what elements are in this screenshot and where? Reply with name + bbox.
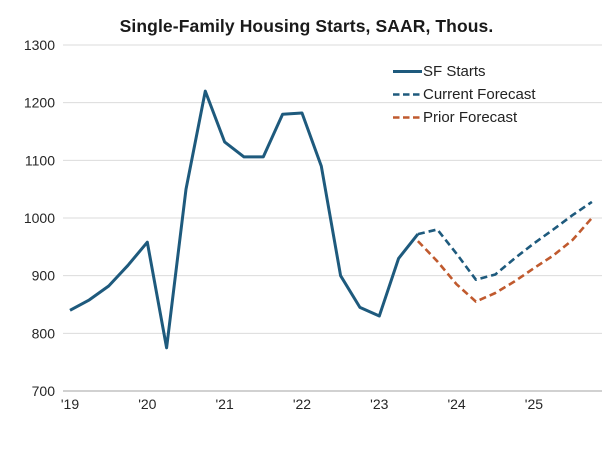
- legend-label-prior-forecast: Prior Forecast: [423, 109, 518, 126]
- y-tick-label: 800: [32, 325, 56, 341]
- legend-item-prior-forecast: Prior Forecast: [392, 106, 536, 129]
- series-line-sf-starts: [69, 89, 420, 350]
- y-tick-label: 700: [32, 383, 56, 399]
- sf-starts-line-sample-icon: [393, 70, 422, 73]
- current-forecast-line-sample-icon: [393, 93, 422, 96]
- y-tick-label: 1300: [24, 37, 55, 53]
- y-tick-label: 1200: [24, 95, 55, 111]
- y-tick-label: 900: [32, 268, 56, 284]
- x-tick-label: '22: [293, 396, 311, 412]
- prior-forecast-line-sample-icon: [393, 116, 422, 119]
- series-line-prior-forecast: [416, 217, 593, 303]
- legend-label-current-forecast: Current Forecast: [423, 86, 536, 103]
- legend-item-current-forecast: Current Forecast: [392, 83, 536, 106]
- x-tick-label: '23: [370, 396, 388, 412]
- x-tick-label: '25: [525, 396, 543, 412]
- x-tick-label: '19: [61, 396, 79, 412]
- x-tick-label: '20: [138, 396, 156, 412]
- x-tick-label: '24: [447, 396, 465, 412]
- x-tick-label: '21: [216, 396, 234, 412]
- legend: SF Starts Current Forecast Prior Forecas…: [392, 60, 536, 129]
- chart-title: Single-Family Housing Starts, SAAR, Thou…: [119, 16, 494, 36]
- y-tick-label: 1100: [25, 152, 55, 168]
- series-line-current-forecast: [417, 200, 593, 282]
- legend-label-sf-starts: SF Starts: [423, 63, 486, 80]
- y-tick-label: 1000: [24, 210, 55, 226]
- legend-item-sf-starts: SF Starts: [392, 60, 536, 83]
